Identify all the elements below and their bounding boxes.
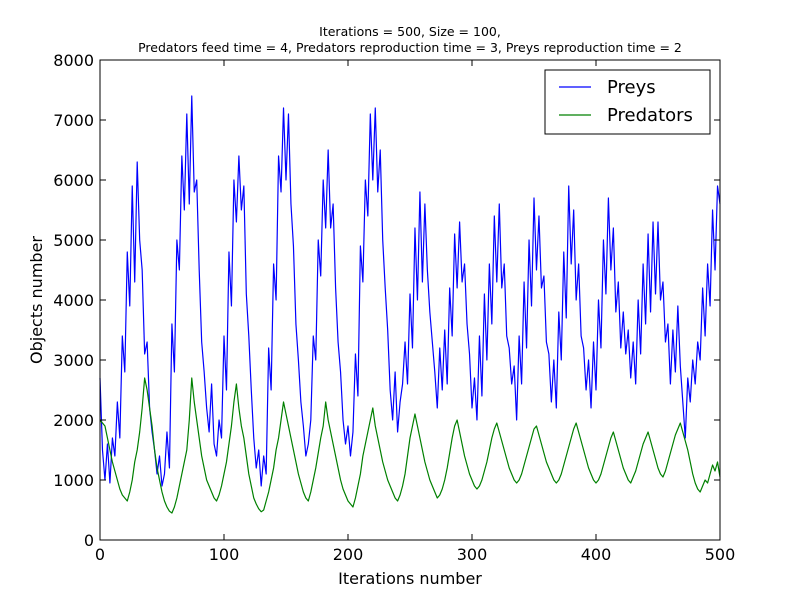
y-tick-label: 5000 bbox=[53, 231, 94, 250]
plot-area: 0 100 200 300 400 500010002000300040005000600… bbox=[53, 51, 735, 564]
y-tick-label: 1000 bbox=[53, 471, 94, 490]
y-tick-label: 0 bbox=[84, 531, 94, 550]
x-tick-label: 100 bbox=[209, 545, 240, 564]
legend: Preys Predators bbox=[544, 69, 711, 135]
series-line-predators bbox=[99, 377, 721, 514]
y-axis-label: Objects number bbox=[27, 236, 46, 364]
x-tick-label: 0 bbox=[95, 545, 105, 564]
y-tick-label: 2000 bbox=[53, 411, 94, 430]
plot-frame bbox=[99, 59, 721, 541]
series-layer bbox=[99, 95, 721, 514]
legend-box bbox=[544, 69, 711, 135]
y-tick-label: 3000 bbox=[53, 351, 94, 370]
y-tick-label: 6000 bbox=[53, 171, 94, 190]
series-line-preys bbox=[99, 95, 721, 487]
y-tick-label: 4000 bbox=[53, 291, 94, 310]
x-tick-label: 200 bbox=[333, 545, 364, 564]
x-tick-label: 500 bbox=[705, 545, 736, 564]
chart-title-line-2: Predators feed time = 4, Predators repro… bbox=[138, 40, 682, 55]
x-axis-label: Iterations number bbox=[338, 569, 482, 588]
chart-title-line-1: Iterations = 500, Size = 100, bbox=[319, 24, 501, 39]
x-tick-label: 300 bbox=[457, 545, 488, 564]
x-tick-label: 400 bbox=[581, 545, 612, 564]
ticks-layer: 0 100 200 300 400 500010002000300040005000600… bbox=[53, 51, 735, 564]
legend-label-predators: Predators bbox=[607, 105, 693, 126]
y-tick-label: 8000 bbox=[53, 51, 94, 70]
y-tick-label: 7000 bbox=[53, 111, 94, 130]
legend-label-preys: Preys bbox=[607, 77, 656, 98]
